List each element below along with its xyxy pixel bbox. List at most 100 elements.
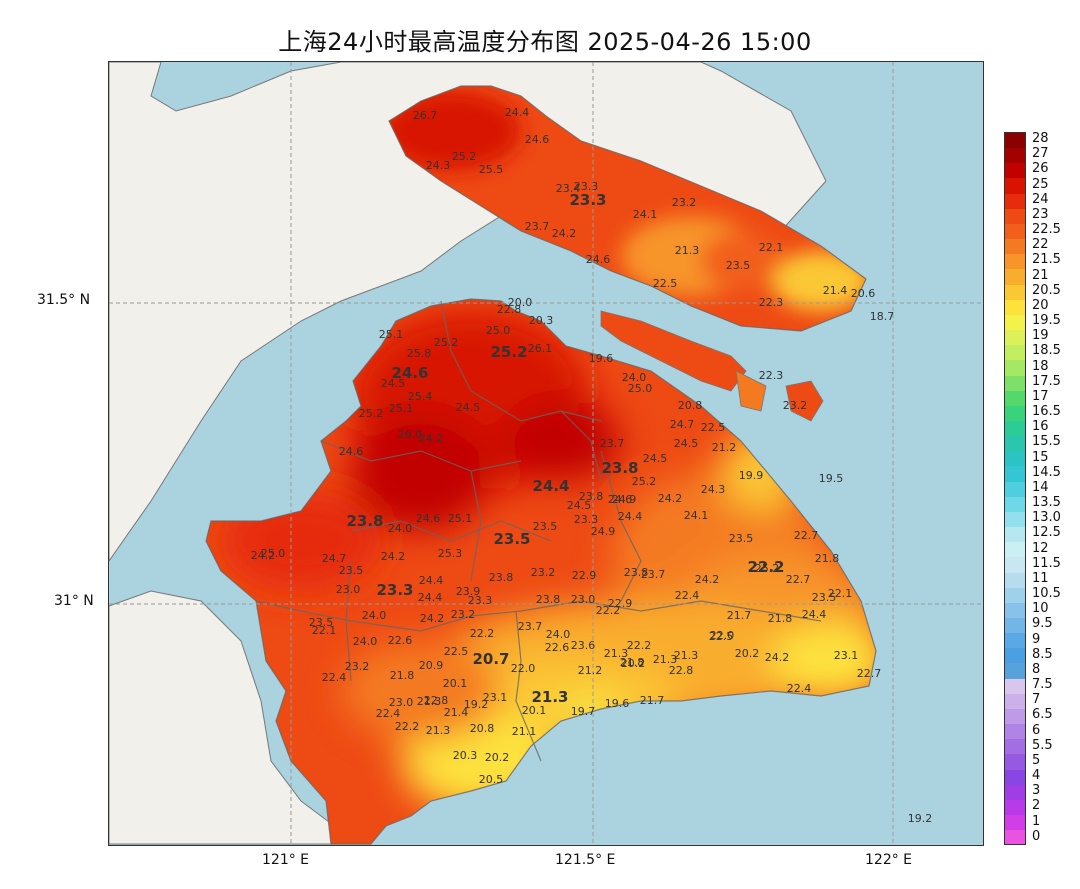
graticule: [109, 62, 983, 845]
changxing-island: [600, 310, 747, 392]
colorbar-tick-label: 22: [1032, 237, 1049, 253]
station-temperature-label: 22.7: [794, 529, 819, 542]
station-temperature-label: 24.7: [322, 552, 347, 565]
station-temperature-label: 21.3: [426, 724, 451, 737]
station-temperature-label: 23.9: [456, 585, 481, 598]
station-temperature-label: 24.2: [552, 227, 577, 240]
station-temperature-label: 24.2: [420, 612, 445, 625]
station-temperature-label: 24.6: [339, 445, 364, 458]
colorbar-tick-label: 14: [1032, 479, 1049, 495]
station-temperature-label: 25.1: [448, 512, 473, 525]
station-temperature-label: 21.8: [620, 656, 645, 669]
temperature-map: 26.7 24.4 24.6 25.2 24.3 25.5 23.4 23.3 23.3 24.1…: [108, 61, 984, 846]
station-temperature-label: 24.2: [765, 651, 790, 664]
station-temperature-label: 26.7: [413, 109, 438, 122]
station-temperature-label: 23.8: [536, 593, 561, 606]
station-temperature-label: 23.3: [468, 594, 493, 607]
station-temperature-label: 20.6: [851, 287, 876, 300]
district-temperature-label: 24.4: [532, 477, 569, 495]
station-temperature-label: 25.2: [755, 562, 780, 575]
colorbar-tick-label: 18: [1032, 358, 1049, 374]
colorbar-tick-label: 25: [1032, 176, 1049, 192]
colorbar-tick-label: 9.5: [1032, 616, 1053, 632]
colorbar-segment: [1005, 390, 1025, 406]
station-temperature-label: 25.0: [261, 547, 286, 560]
station-temperature-label: 21.3: [653, 653, 678, 666]
colorbar-segment: [1005, 223, 1025, 240]
colorbar-tick-label: 6: [1032, 722, 1041, 738]
station-temperature-label: 19.9: [739, 469, 764, 482]
colorbar-tick-label: 21: [1032, 267, 1049, 283]
station-temperature-label: 18.7: [870, 310, 895, 323]
district-temperature-label: 23.3: [376, 581, 413, 599]
colorbar-tick-label: 13.5: [1032, 495, 1061, 511]
district-temperature-label: 23.8: [346, 512, 383, 530]
station-temperature-label: 23.2: [345, 660, 370, 673]
colorbar-tick-label: 26: [1032, 161, 1049, 177]
station-temperature-label: 24.0: [622, 371, 647, 384]
colorbar-segment: [1005, 678, 1025, 694]
station-temperature-label: 25.1: [389, 402, 414, 415]
lat-label-31: 31° N: [54, 593, 94, 609]
station-temperature-label: 21.8: [815, 552, 840, 565]
station-temperature-label: 21.3: [675, 244, 700, 257]
station-temperature-label: 24.5: [567, 499, 592, 512]
station-temperature-label: 22.1: [759, 241, 784, 254]
station-temperature-label: 25.2: [632, 475, 657, 488]
station-temperature-label: 22.5: [653, 277, 678, 290]
station-temperature-label: 23.2: [451, 608, 476, 621]
colorbar-segment: [1005, 269, 1025, 285]
colorbar-segment: [1005, 254, 1025, 270]
colorbar-segment: [1005, 815, 1025, 831]
station-temperature-label: 22.0: [710, 629, 735, 642]
station-temperature-label: 20.2: [485, 751, 510, 764]
station-temperature-label: 24.0: [353, 635, 378, 648]
station-temperature-label: 23.0: [571, 593, 596, 606]
station-temperature-label: 24.9: [591, 525, 616, 538]
district-temperature-label: 23.8: [601, 459, 638, 477]
lat-label-31.5: 31.5° N: [37, 292, 91, 308]
lon-label-121.5: 121.5° E: [555, 852, 616, 868]
station-temperature-label: 23.8: [624, 566, 649, 579]
station-temperature-label: 22.7: [857, 667, 882, 680]
station-temperature-label: 23.1: [834, 649, 859, 662]
station-temperature-label: 24.0: [546, 628, 571, 641]
station-temperature-label: 26.0: [398, 428, 423, 441]
colorbar-segment: [1005, 148, 1025, 164]
colorbar-tick-label: 13.0: [1032, 510, 1061, 526]
station-temperature-label: 25.0: [486, 324, 511, 337]
station-temperature-label: 25.5: [479, 163, 504, 176]
station-temperature-label: 22.5: [709, 630, 734, 643]
colorbar-tick-label: 8.5: [1032, 646, 1053, 662]
station-temperature-label: 21.8: [390, 669, 415, 682]
colorbar-segment: [1005, 405, 1025, 421]
station-temperature-label: 22.3: [759, 296, 784, 309]
station-temperature-label: 24.2: [381, 550, 406, 563]
lon-label-122: 122° E: [865, 852, 913, 868]
colorbar-tick-label: 12.5: [1032, 525, 1061, 541]
station-temperature-label: 24.5: [456, 401, 481, 414]
colorbar-tick-label: 0: [1032, 828, 1041, 844]
station-temperature-label: 20.1: [443, 677, 468, 690]
colorbar-tick-label: 3: [1032, 783, 1041, 799]
colorbar-segment: [1005, 284, 1025, 300]
station-temperature-label: 19.2: [908, 812, 933, 825]
station-temperature-label: 23.5: [533, 520, 558, 533]
station-temperature-label: 20.8: [470, 722, 495, 735]
colorbar-tick-label: 20.5: [1032, 282, 1061, 298]
colorbar-segment: [1005, 193, 1025, 209]
colorbar-segment: [1005, 708, 1025, 725]
station-temperature-label: 22.8: [424, 694, 449, 707]
colorbar-tick-label: 11: [1032, 570, 1049, 586]
colorbar-segment: [1005, 239, 1025, 255]
colorbar-tick-label: 6.5: [1032, 707, 1053, 723]
station-temperature-label: 22.2: [627, 639, 652, 652]
station-temperature-label: 20.5: [479, 773, 504, 786]
station-temperature-label: 25.4: [408, 390, 433, 403]
station-temperature-label: 24.0: [362, 609, 387, 622]
station-temperature-label: 24.6: [525, 133, 550, 146]
station-temperature-label: 23.7: [518, 620, 543, 633]
colorbar-segment: [1005, 466, 1025, 482]
station-temperature-label: 22.2: [395, 720, 420, 733]
colorbar-segment: [1005, 511, 1025, 528]
